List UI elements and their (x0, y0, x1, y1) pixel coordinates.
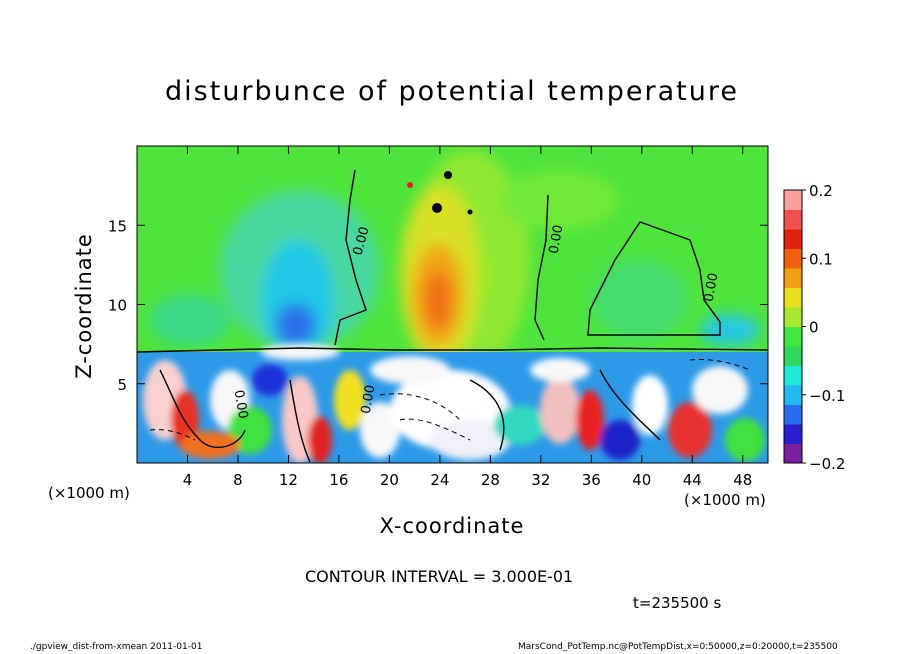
time-label: t=235500 s (633, 594, 722, 612)
chart-title: disturbunce of potential temperature (165, 76, 739, 107)
colorbar-swatch (784, 404, 802, 425)
x-tick-label: 28 (481, 471, 500, 489)
x-tick-label: 44 (683, 471, 702, 489)
colorbar-swatch (784, 209, 802, 230)
colorbar-tick-label: 0 (809, 319, 819, 337)
colorbar-swatch (784, 307, 802, 327)
x-unit-label-right: (×1000 m) (684, 491, 766, 509)
colorbar: 0.2 0.1 0 −0.1 −0.2 (783, 182, 845, 473)
colorbar-swatch (784, 190, 802, 210)
x-tick-label: 32 (531, 471, 550, 489)
y-tick-label: 10 (108, 297, 127, 315)
y-axis-label: Z-coordinate (72, 233, 96, 379)
x-tick-label: 40 (632, 471, 651, 489)
x-tick-label: 20 (380, 471, 399, 489)
footer-left: ./gpview_dist-from-xmean 2011-01-01 (30, 642, 203, 652)
x-axis: 4 8 12 16 20 24 28 32 36 40 44 48 (183, 146, 752, 489)
contour-label: 0.00 (702, 272, 722, 303)
contour-labels: 0.00 0.00 0.00 0.00 0.00 (231, 224, 722, 420)
x-tick-label: 4 (183, 471, 193, 489)
x-tick-label: 24 (430, 471, 449, 489)
colorbar-swatch (784, 385, 802, 405)
colorbar-swatch (784, 326, 802, 347)
colorbar-swatch (784, 346, 802, 366)
x-unit-label-left: (×1000 m) (48, 484, 130, 502)
y-tick-label: 5 (117, 376, 127, 394)
contour-interval: CONTOUR INTERVAL = 3.000E-01 (305, 567, 574, 586)
colorbar-tick-label: 0.2 (809, 182, 833, 200)
colorbar-swatch (784, 248, 802, 269)
heatmap-field (137, 146, 768, 463)
y-tick-label: 15 (108, 217, 127, 235)
colorbar-swatch (784, 365, 802, 386)
x-tick-label: 36 (582, 471, 601, 489)
footer-right: MarsCond_PotTemp.nc@PotTempDist,x=0:5000… (518, 642, 838, 652)
x-axis-label: X-coordinate (379, 514, 525, 538)
x-tick-label: 8 (233, 471, 243, 489)
x-tick-label: 16 (329, 471, 348, 489)
contour-label: 0.00 (231, 389, 251, 420)
colorbar-swatch (784, 268, 802, 288)
colorbar-tick-label: −0.1 (809, 387, 845, 405)
x-tick-label: 48 (733, 471, 752, 489)
y-axis: 5 10 15 (108, 217, 768, 394)
colorbar-swatch (784, 424, 802, 444)
contour-label: 0.00 (359, 384, 379, 415)
x-tick-label: 12 (279, 471, 298, 489)
contour-label: 0.00 (547, 224, 567, 255)
colorbar-swatch (784, 287, 802, 308)
colorbar-tick-label: −0.2 (809, 455, 845, 473)
colorbar-swatch (784, 443, 802, 464)
colorbar-swatch (784, 229, 802, 249)
colorbar-tick-label: 0.1 (809, 250, 833, 268)
contour-label: 0.00 (351, 225, 373, 257)
